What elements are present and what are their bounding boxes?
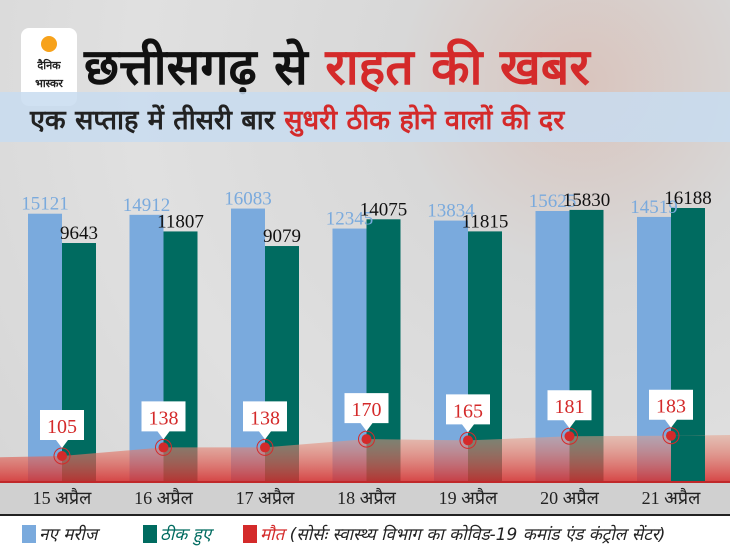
x-tick-label: 16 अप्रैल — [134, 488, 193, 508]
death-marker — [260, 442, 270, 453]
legend-new: नए मरीज — [22, 522, 97, 545]
label-deaths: 170 — [352, 399, 382, 421]
death-marker — [158, 442, 169, 453]
legend-recovered: ठीक हुए — [143, 522, 211, 545]
label-new-cases: 13834 — [427, 201, 475, 222]
bar-new-cases — [28, 213, 62, 483]
bar-recovered — [366, 219, 401, 482]
label-recovered: 9643 — [60, 223, 98, 244]
label-recovered: 9079 — [263, 226, 301, 247]
label-deaths: 165 — [453, 400, 483, 422]
death-callout — [446, 394, 490, 433]
death-marker — [57, 451, 67, 461]
legend: नए मरीज ठीक हुए मौत (सोर्सः स्वास्थ्य वि… — [0, 514, 730, 548]
headline: छत्तीसगढ़ से राहत की खबर — [84, 38, 590, 96]
bar-new-cases — [434, 220, 468, 482]
label-recovered: 15830 — [563, 190, 611, 211]
death-callout — [649, 389, 693, 428]
death-marker — [463, 435, 473, 446]
death-callout — [344, 393, 389, 432]
label-new-cases: 12345 — [326, 209, 374, 230]
x-tick-label: 21 अप्रैल — [641, 488, 701, 508]
death-callout — [40, 410, 84, 448]
label-recovered: 14075 — [360, 199, 408, 220]
label-new-cases: 14912 — [123, 195, 171, 216]
label-deaths: 138 — [250, 407, 280, 429]
death-area — [0, 434, 730, 482]
label-deaths: 105 — [47, 416, 77, 438]
label-deaths: 181 — [555, 396, 585, 418]
bar-recovered — [265, 246, 299, 482]
sun-icon — [41, 36, 57, 52]
death-callout — [141, 401, 186, 440]
x-tick-label: 19 अप्रैल — [438, 488, 498, 508]
label-recovered: 11807 — [157, 211, 204, 232]
label-new-cases: 15625 — [529, 191, 577, 212]
label-new-cases: 16083 — [224, 189, 272, 210]
legend-death: मौत (सोर्सः स्वास्थ्य विभाग का कोविड-19 … — [243, 522, 665, 545]
label-new-cases: 15121 — [21, 194, 69, 215]
bar-new-cases — [129, 214, 164, 482]
label-recovered: 11815 — [462, 211, 509, 232]
label-new-cases: 14519 — [630, 197, 678, 218]
bar-new-cases — [231, 208, 265, 482]
subtitle-band: एक सप्ताह में तीसरी बार सुधरी ठीक होने व… — [0, 92, 730, 142]
death-callout — [547, 390, 592, 429]
bar-recovered — [62, 243, 96, 482]
bar-recovered — [671, 435, 705, 482]
source-note: (सोर्सः स्वास्थ्य विभाग का कोविड-19 कमां… — [289, 525, 666, 545]
x-tick-label: 15 अप्रैल — [32, 488, 92, 508]
death-marker — [666, 430, 676, 441]
bar-recovered — [163, 231, 198, 482]
label-recovered: 16188 — [664, 188, 712, 209]
label-deaths: 138 — [149, 407, 179, 429]
x-tick-label: 18 अप्रैल — [337, 488, 396, 508]
x-tick-label: 17 अप्रैल — [235, 488, 295, 508]
death-callout — [243, 401, 287, 440]
x-axis-band — [0, 483, 730, 514]
death-marker — [361, 434, 372, 445]
x-tick-label: 20 अप्रैल — [540, 488, 599, 508]
label-deaths: 183 — [656, 396, 686, 418]
death-marker — [564, 431, 575, 442]
